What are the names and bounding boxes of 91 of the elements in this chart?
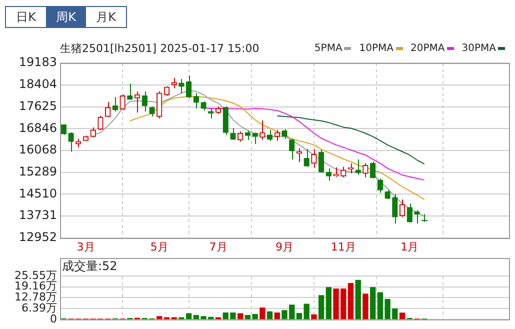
bar: [296, 312, 302, 320]
bar: [370, 287, 376, 320]
y-tick-label: 0: [50, 312, 57, 326]
y-tick-label: 25.55万: [14, 268, 57, 282]
candlestick: [149, 106, 155, 118]
y-tick-label: 13731: [18, 208, 57, 222]
y-tick-label: 19183: [18, 55, 57, 70]
y-tick-label: 16068: [18, 142, 57, 157]
x-tick-label: 5月: [150, 240, 168, 254]
legend-label: 5PMA: [314, 43, 344, 54]
y-tick-label: 17625: [18, 98, 57, 113]
candlestick: [362, 162, 368, 178]
text: 周K: [46, 7, 86, 27]
y-tick-label: 15289: [18, 164, 57, 178]
candlestick: [289, 138, 295, 160]
candlestick: [68, 132, 74, 152]
bar: [399, 312, 406, 320]
text: 月K: [86, 7, 126, 27]
candlestick: [282, 128, 288, 140]
y-tick-label: 16846: [18, 120, 57, 135]
candlestick: [186, 75, 192, 99]
candlestick: [105, 102, 111, 117]
legend-label: 30PMA: [462, 43, 497, 54]
legend-label: 10PMA: [359, 43, 395, 54]
y-tick-label: 14510: [18, 186, 57, 200]
candlestick: [98, 115, 104, 130]
candlestick: [311, 148, 317, 168]
bar: [355, 280, 361, 320]
bar: [326, 287, 332, 320]
candlestick: [215, 106, 222, 114]
candlestick: [340, 166, 346, 178]
candlestick: [200, 100, 206, 111]
bar: [274, 312, 280, 320]
candlestick: [156, 90, 162, 120]
bar: [266, 311, 273, 320]
candlestick: [421, 214, 428, 222]
candlestick: [406, 202, 412, 222]
candlestick: [120, 94, 126, 110]
candlestick: [222, 106, 228, 136]
candlestick: [377, 178, 384, 194]
candlestick: [399, 198, 406, 218]
candlestick: [60, 124, 67, 136]
bar: [318, 295, 324, 320]
candlestick: [252, 132, 258, 144]
x-tick-label: 11月: [330, 240, 356, 254]
candlestick: [82, 135, 89, 141]
candlestick: [355, 159, 361, 176]
candlestick: [333, 166, 339, 178]
candlestick: [142, 90, 148, 112]
candlestick: [414, 210, 420, 224]
chart-title: 成交量:52: [62, 258, 118, 275]
bar: [260, 308, 266, 320]
x-tick-label: 3月: [76, 240, 95, 254]
candlestick: [296, 148, 302, 162]
bar: [311, 314, 317, 320]
y-tick-label: 12.78万: [14, 290, 57, 304]
chart-title: 生猪2501[lh2501] 2025-01-17 15:00: [60, 41, 260, 56]
candlestick: [392, 194, 398, 224]
candlestick: [266, 129, 273, 142]
candlestick: [193, 92, 199, 109]
candlestick: [318, 149, 324, 172]
candlestick: [90, 127, 96, 137]
x-tick-label: 9月: [276, 240, 294, 254]
legend-label: 20PMA: [410, 43, 446, 54]
candlestick: [304, 148, 310, 166]
x-tick-label: 7月: [209, 240, 228, 254]
bar: [362, 294, 368, 320]
bar: [348, 283, 354, 320]
candlestick: [274, 129, 280, 142]
bar: [156, 316, 162, 320]
y-tick-label: 18404: [18, 77, 57, 92]
candlestick: [171, 78, 177, 89]
y-tick-label: 12952: [18, 230, 57, 244]
candlestick: [260, 120, 266, 140]
candlestick: [178, 78, 184, 94]
bar: [238, 313, 244, 320]
candlestick: [76, 138, 82, 148]
y-tick-label: 6.39万: [22, 301, 57, 314]
candlestick: [112, 96, 118, 112]
text: 日K: [6, 7, 46, 27]
candlestick: [134, 90, 140, 113]
candlestick: [127, 83, 133, 100]
x-tick-label: 1月: [400, 240, 419, 254]
bar: [304, 304, 310, 320]
candlestick: [230, 128, 236, 140]
y-tick-label: 19.16万: [14, 280, 57, 293]
candlestick: [244, 130, 251, 140]
candlestick: [370, 161, 376, 178]
candlestick: [238, 131, 244, 142]
candlestick: [384, 190, 390, 199]
candlestick: [326, 168, 332, 182]
